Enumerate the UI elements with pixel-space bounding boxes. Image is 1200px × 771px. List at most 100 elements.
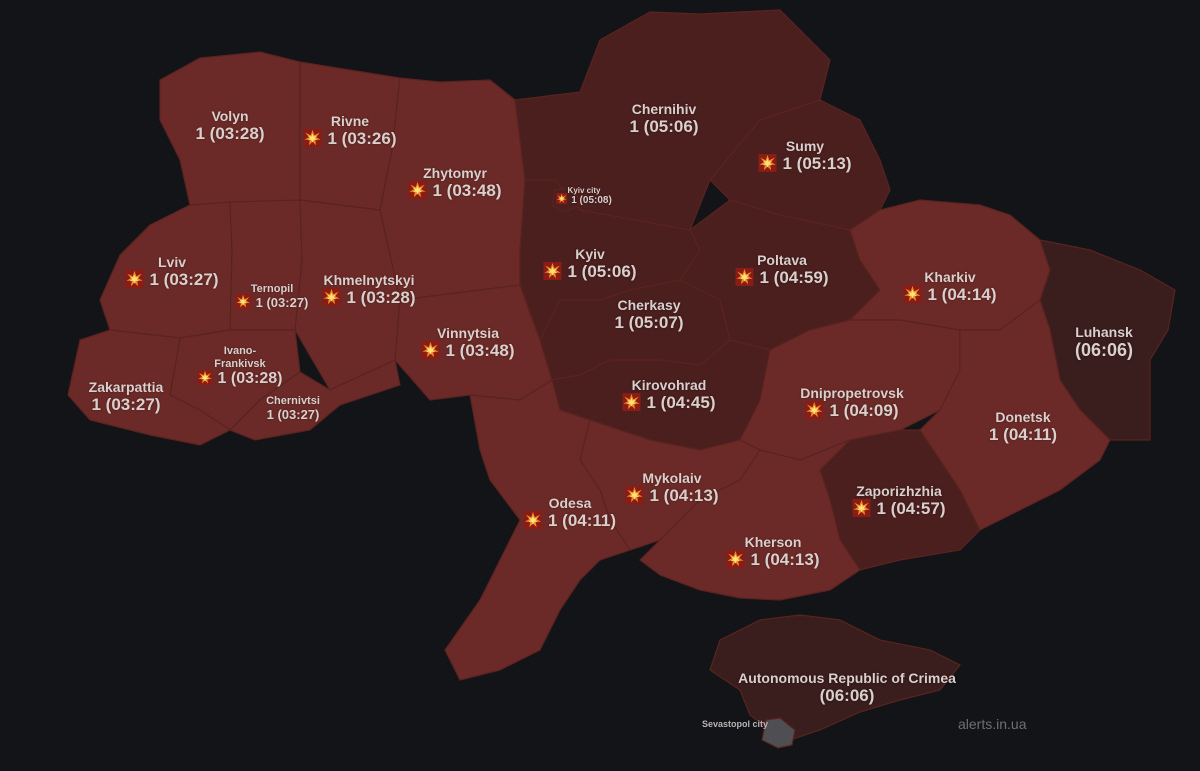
region-value: 1 (03:28): [217, 370, 283, 388]
region-name: Odesa: [548, 495, 592, 511]
region-name: Khmelnytskyi: [323, 272, 415, 288]
region-name: Kyiv city: [567, 186, 601, 195]
region-name: Kirovohrad: [631, 377, 707, 393]
region-name: Autonomous Republic of Crimea: [738, 670, 956, 686]
region-odesa[interactable]: [444, 379, 631, 681]
region-value: 1 (03:27): [266, 406, 320, 422]
label-poltava: Poltava 1 (04:59): [735, 252, 829, 288]
region-value: 1 (05:06): [629, 117, 699, 137]
explosion-icon: [852, 498, 871, 517]
label-volyn: Volyn 1 (03:28): [196, 108, 265, 144]
region-name: Ternopil: [250, 283, 294, 295]
region-name: Ivano- Frankivsk: [214, 345, 266, 370]
region-name: Donetsk: [995, 409, 1051, 425]
region-value: 1 (04:14): [927, 285, 997, 305]
label-kyiv-city: Kyiv city 1 (05:08): [556, 186, 612, 207]
label-ivano-frankivsk: Ivano- Frankivsk 1 (03:28): [197, 345, 283, 389]
label-odesa: Odesa 1 (04:11): [523, 495, 617, 531]
region-name: Rivne: [330, 113, 370, 129]
region-name: Dnipropetrovsk: [800, 385, 904, 401]
explosion-icon: [805, 400, 824, 419]
label-zhytomyr: Zhytomyr 1 (03:48): [408, 165, 502, 201]
region-value: 1 (04:13): [750, 550, 820, 570]
region-value: 1 (04:59): [759, 268, 829, 288]
region-name: Volyn: [211, 108, 249, 124]
sevastopol-label: Sevastopol city: [702, 719, 769, 729]
region-name: Cherkasy: [617, 297, 681, 313]
explosion-icon: [125, 269, 144, 288]
region-name: Chernihiv: [631, 101, 697, 117]
label-kharkiv: Kharkiv 1 (04:14): [903, 269, 997, 305]
region-name: Sumy: [785, 138, 825, 154]
label-chernivtsi: Chernivtsi 1 (03:27): [266, 395, 320, 423]
region-chernivtsi[interactable]: [228, 359, 401, 441]
region-value: 1 (03:27): [149, 270, 219, 290]
region-sevastopol[interactable]: [761, 717, 796, 749]
region-name: Kyiv: [575, 246, 605, 262]
region-value: 1 (03:28): [346, 288, 416, 308]
explosion-icon: [197, 369, 213, 385]
region-value: 1 (05:07): [614, 313, 684, 333]
region-name: Mykolaiv: [642, 470, 702, 486]
explosion-icon: [235, 293, 251, 309]
label-cherkasy: Cherkasy 1 (05:07): [615, 297, 684, 333]
region-name: Zhytomyr: [423, 165, 487, 181]
region-crimea[interactable]: [709, 614, 961, 741]
region-name: Kharkiv: [924, 269, 976, 285]
explosion-icon: [421, 340, 440, 359]
region-donetsk[interactable]: [919, 299, 1111, 531]
explosion-icon: [322, 287, 341, 306]
region-value: 1 (04:11): [547, 511, 617, 531]
region-name: Poltava: [757, 252, 807, 268]
label-dnipropetrovsk: Dnipropetrovsk 1 (04:09): [800, 385, 903, 421]
explosion-icon: [523, 510, 542, 529]
label-chernihiv: Chernihiv 1 (05:06): [630, 101, 699, 137]
region-name: Chernivtsi: [266, 395, 320, 407]
region-value: 1 (03:26): [327, 129, 397, 149]
explosion-icon: [726, 549, 745, 568]
label-kherson: Kherson 1 (04:13): [726, 534, 820, 570]
explosion-icon: [556, 193, 568, 205]
region-kherson[interactable]: [639, 439, 861, 601]
label-mykolaiv: Mykolaiv 1 (04:13): [625, 470, 719, 506]
region-value: (06:06): [1074, 340, 1134, 361]
region-name: Luhansk: [1075, 324, 1133, 340]
explosion-icon: [408, 180, 427, 199]
label-kyiv: Kyiv 1 (05:06): [543, 246, 637, 282]
explosion-icon: [543, 261, 562, 280]
watermark: alerts.in.ua: [958, 716, 1027, 732]
label-zaporizhzhia: Zaporizhzhia 1 (04:57): [852, 483, 946, 519]
label-donetsk: Donetsk 1 (04:11): [989, 409, 1057, 445]
region-value: (06:06): [819, 686, 875, 706]
region-value: 1 (03:27): [255, 294, 309, 310]
region-name: Zakarpattia: [88, 379, 164, 395]
label-luhansk: Luhansk (06:06): [1075, 324, 1133, 361]
label-lviv: Lviv 1 (03:27): [125, 254, 219, 290]
region-value: 1 (05:08): [571, 195, 612, 207]
explosion-icon: [903, 284, 922, 303]
label-vinnytsia: Vinnytsia 1 (03:48): [421, 325, 515, 361]
region-value: 1 (04:45): [646, 393, 716, 413]
region-value: 1 (05:06): [567, 262, 637, 282]
explosion-icon: [303, 128, 322, 147]
label-rivne: Rivne 1 (03:26): [303, 113, 397, 149]
explosion-icon: [735, 267, 754, 286]
label-khmelnytskyi: Khmelnytskyi 1 (03:28): [322, 272, 416, 308]
region-name: Kherson: [744, 534, 802, 550]
region-value: 1 (03:48): [432, 181, 502, 201]
label-kirovohrad: Kirovohrad 1 (04:45): [622, 377, 716, 413]
region-value: 1 (03:48): [445, 341, 515, 361]
region-value: 1 (04:57): [876, 499, 946, 519]
region-value: 1 (04:13): [649, 486, 719, 506]
explosion-icon: [622, 392, 641, 411]
label-sumy: Sumy 1 (05:13): [758, 138, 852, 174]
region-value: 1 (04:09): [829, 401, 899, 421]
region-value: 1 (05:13): [782, 154, 852, 174]
explosion-icon: [625, 485, 644, 504]
explosion-icon: [758, 153, 777, 172]
region-name: Vinnytsia: [436, 325, 499, 341]
label-zakarpattia: Zakarpattia 1 (03:27): [89, 379, 164, 415]
label-crimea: Autonomous Republic of Crimea (06:06): [738, 670, 956, 706]
region-kharkiv[interactable]: [848, 199, 1051, 331]
